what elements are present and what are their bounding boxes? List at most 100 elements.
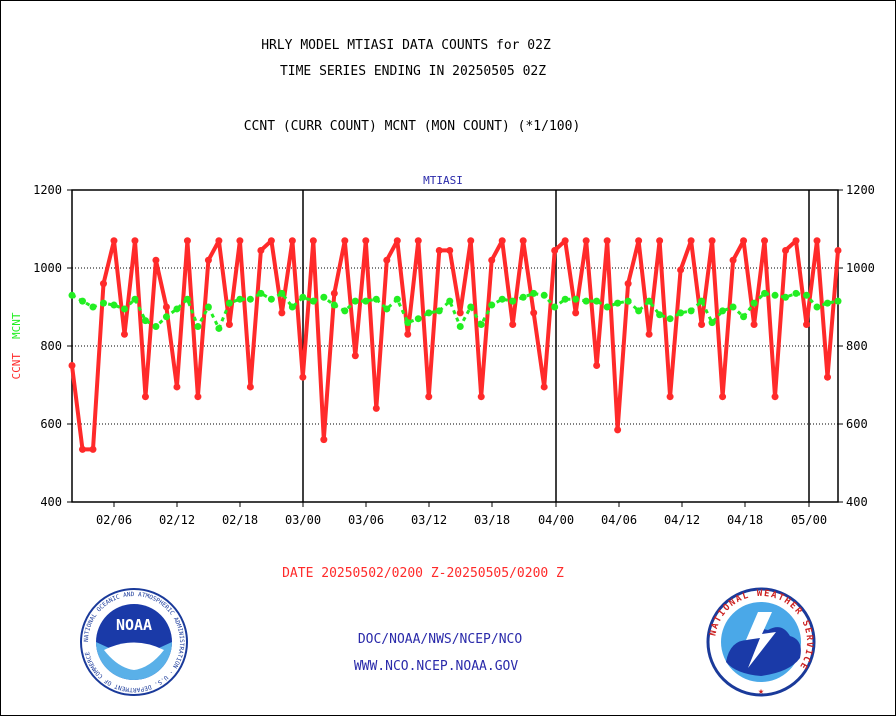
- data-point-ccnt: [813, 237, 821, 245]
- website-text: WWW.NCO.NCEP.NOAA.GOV: [353, 659, 519, 674]
- data-series: [68, 237, 842, 453]
- data-point-mcnt: [687, 307, 695, 315]
- data-point-mcnt: [89, 303, 97, 311]
- data-point-ccnt: [666, 393, 674, 401]
- data-point-mcnt: [803, 291, 811, 299]
- data-point-ccnt: [729, 256, 737, 264]
- data-point-ccnt: [246, 383, 254, 391]
- date-range-label: DATE 20250502/0200 Z-20250505/0200 Z: [282, 566, 564, 581]
- data-point-mcnt: [456, 323, 464, 330]
- data-point-mcnt: [288, 303, 296, 311]
- data-point-mcnt: [698, 297, 706, 305]
- data-point-mcnt: [393, 295, 401, 303]
- data-point-ccnt: [782, 246, 790, 254]
- data-point-ccnt: [141, 393, 149, 401]
- data-point-mcnt: [267, 295, 275, 303]
- data-point-mcnt: [299, 293, 307, 301]
- data-point-ccnt: [561, 237, 569, 245]
- data-point-ccnt: [320, 436, 328, 444]
- data-point-ccnt: [698, 321, 706, 329]
- data-point-ccnt: [110, 237, 118, 245]
- data-point-ccnt: [477, 393, 485, 401]
- chart-subtitle: CCNT (CURR COUNT) MCNT (MON COUNT) (*1/1…: [243, 119, 581, 134]
- data-point-ccnt: [120, 330, 128, 338]
- data-point-ccnt: [236, 237, 244, 245]
- y-tick-label-right: 1000: [846, 261, 875, 275]
- data-point-ccnt: [488, 256, 496, 264]
- y-tick-label-right: 600: [846, 417, 868, 431]
- data-point-ccnt: [341, 237, 349, 245]
- data-point-mcnt: [446, 297, 454, 305]
- data-point-mcnt: [792, 289, 800, 297]
- y-tick-label-left: 600: [40, 417, 62, 431]
- data-point-mcnt: [131, 295, 139, 303]
- data-point-mcnt: [215, 324, 223, 332]
- data-point-mcnt: [593, 297, 601, 305]
- data-point-ccnt: [635, 237, 643, 245]
- data-point-mcnt: [194, 323, 202, 330]
- data-point-mcnt: [666, 315, 674, 323]
- data-point-ccnt: [393, 237, 401, 245]
- y-axis-label-ccnt: CCNT: [10, 353, 23, 380]
- data-point-mcnt: [645, 297, 653, 305]
- series-line-ccnt: [70, 238, 840, 452]
- data-point-ccnt: [89, 445, 97, 453]
- noaa-logo-text: NOAA: [116, 616, 152, 634]
- x-tick-label: 04/18: [727, 513, 763, 527]
- data-point-ccnt: [509, 321, 517, 329]
- data-point-mcnt: [614, 299, 622, 307]
- data-point-mcnt: [834, 297, 842, 305]
- data-point-mcnt: [110, 301, 118, 309]
- data-point-mcnt: [656, 311, 664, 319]
- x-tick-label: 02/06: [96, 513, 132, 527]
- x-tick-label: 02/18: [222, 513, 258, 527]
- data-point-ccnt: [446, 246, 454, 254]
- x-tick-label: 03/12: [411, 513, 447, 527]
- x-tick-label: 02/12: [159, 513, 195, 527]
- data-point-ccnt: [288, 237, 296, 245]
- data-point-ccnt: [99, 280, 107, 288]
- data-point-ccnt: [656, 237, 664, 245]
- data-point-ccnt: [540, 383, 548, 391]
- data-point-mcnt: [771, 291, 779, 299]
- noaa-logo: NOAA NATIONAL OCEANIC AND ATMOSPHERIC AD…: [80, 588, 188, 696]
- data-point-mcnt: [78, 297, 86, 305]
- data-point-mcnt: [351, 297, 359, 305]
- data-point-ccnt: [152, 256, 160, 264]
- data-point-mcnt: [162, 313, 170, 321]
- data-point-ccnt: [624, 280, 632, 288]
- data-point-mcnt: [341, 307, 349, 315]
- data-point-ccnt: [761, 237, 769, 245]
- data-point-ccnt: [719, 393, 727, 401]
- y-tick-label-left: 1000: [33, 261, 62, 275]
- y-tick-label-left: 1200: [33, 183, 62, 197]
- data-point-mcnt: [824, 299, 832, 307]
- data-point-ccnt: [708, 237, 716, 245]
- data-point-ccnt: [299, 373, 307, 381]
- data-point-ccnt: [330, 289, 338, 297]
- y-tick-label-right: 400: [846, 495, 868, 509]
- data-point-ccnt: [225, 321, 233, 329]
- data-point-ccnt: [572, 309, 580, 317]
- data-point-ccnt: [677, 266, 685, 274]
- data-point-mcnt: [330, 301, 338, 309]
- data-point-mcnt: [498, 295, 506, 303]
- data-point-mcnt: [309, 297, 317, 305]
- data-point-mcnt: [708, 319, 716, 327]
- data-point-ccnt: [372, 404, 380, 412]
- data-point-ccnt: [383, 256, 391, 264]
- data-point-mcnt: [677, 309, 685, 317]
- chart-title-line1: HRLY MODEL MTIASI DATA COUNTS for 02Z: [261, 38, 551, 53]
- data-point-mcnt: [257, 289, 265, 297]
- data-point-mcnt: [141, 317, 149, 325]
- data-point-ccnt: [362, 237, 370, 245]
- x-tick-label: 05/00: [791, 513, 827, 527]
- data-point-ccnt: [614, 426, 622, 434]
- data-point-mcnt: [624, 297, 632, 305]
- data-point-mcnt: [68, 291, 76, 299]
- x-tick-label: 03/00: [285, 513, 321, 527]
- data-point-mcnt: [561, 295, 569, 303]
- data-point-mcnt: [540, 291, 548, 299]
- data-point-mcnt: [152, 323, 160, 330]
- data-point-mcnt: [740, 313, 748, 321]
